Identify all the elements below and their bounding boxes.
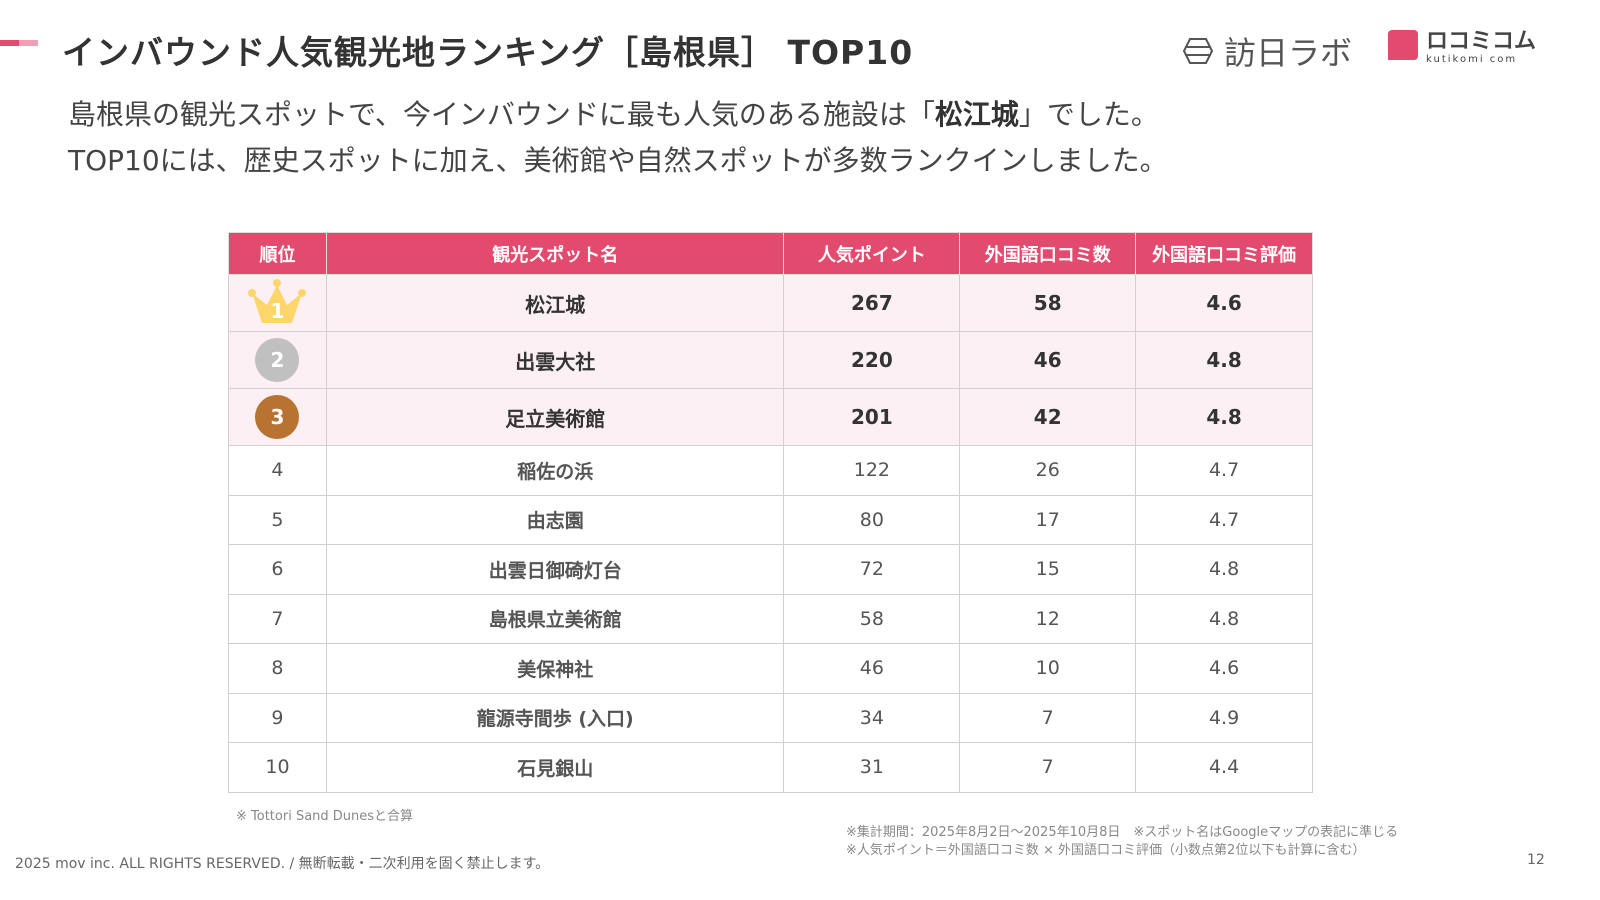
page-title: インバウンド人気観光地ランキング［島根県］ TOP10 [62, 33, 914, 72]
points: 46 [783, 643, 961, 694]
spot-name: 出雲大社 [325, 331, 785, 389]
table-row: 6 出雲日御碕灯台 72 15 4.8 [228, 544, 1313, 595]
header-points: 人気ポイント [783, 232, 961, 275]
rank-cell: 9 [228, 692, 327, 743]
rank-cell: 2 [228, 331, 327, 389]
rating: 4.6 [1135, 643, 1313, 694]
ranking-table: 順位 観光スポット名 人気ポイント 外国語口コミ数 外国語口コミ評価 1 松江城… [228, 232, 1313, 793]
lead-1c: 」でした。 [1018, 98, 1159, 131]
rank-number: 2 [270, 348, 285, 372]
points: 201 [783, 388, 961, 446]
table-row: 3 足立美術館 201 42 4.8 [228, 388, 1313, 446]
kutikomi-icon [1388, 30, 1418, 60]
logo1-text: 訪日ラボ [1224, 34, 1353, 72]
rank-number: 10 [265, 756, 290, 779]
rating: 4.4 [1135, 742, 1313, 793]
reviews: 17 [959, 494, 1137, 545]
hexagon-logo-icon [1182, 38, 1214, 64]
points: 31 [783, 742, 961, 793]
lead-1b: 松江城 [934, 98, 1019, 131]
rank-cell: 1 [228, 274, 327, 332]
header-rank: 順位 [228, 232, 327, 275]
page-number: 12 [1527, 852, 1545, 868]
rank-number: 1 [270, 298, 285, 323]
houjin-lab-logo: 訪日ラボ [1182, 28, 1352, 74]
points: 80 [783, 494, 961, 545]
reviews: 42 [959, 388, 1137, 446]
reviews: 15 [959, 544, 1137, 595]
rating: 4.8 [1135, 593, 1313, 644]
rating: 4.8 [1135, 544, 1313, 595]
points: 122 [783, 445, 961, 496]
reviews: 7 [959, 742, 1137, 793]
rank-number: 5 [271, 508, 284, 531]
copyright: 2025 mov inc. ALL RIGHTS RESERVED. / 無断転… [15, 856, 550, 872]
spot-name: 由志園 [325, 494, 785, 545]
points: 34 [783, 692, 961, 743]
footnote-1: ※集計期間：2025年8月2日〜2025年10月8日 ※スポット名はGoogle… [846, 825, 1399, 840]
rank-cell: 6 [228, 544, 327, 595]
rank-cell: 4 [228, 445, 327, 496]
spot-name: 島根県立美術館 [325, 593, 785, 644]
spot-name: 稲佐の浜 [325, 445, 785, 496]
spot-name: 松江城 [325, 274, 785, 332]
rank-cell: 8 [228, 643, 327, 694]
logo2-text: ロコミコム [1426, 29, 1537, 54]
table-row: 8 美保神社 46 10 4.6 [228, 643, 1313, 694]
rating: 4.6 [1135, 274, 1313, 332]
table-row: 2 出雲大社 220 46 4.8 [228, 331, 1313, 389]
accent-bar [0, 40, 38, 46]
reviews: 58 [959, 274, 1137, 332]
points: 267 [783, 274, 961, 332]
silver-medal-icon: 2 [255, 338, 300, 382]
rank-number: 7 [271, 607, 284, 630]
spot-name: 美保神社 [325, 643, 785, 694]
rank-cell: 3 [228, 388, 327, 446]
table-row: 9 龍源寺間歩 (入口) 34 7 4.9 [228, 692, 1313, 743]
reviews: 7 [959, 692, 1137, 743]
rank-cell: 7 [228, 593, 327, 644]
footnotes: ※集計期間：2025年8月2日〜2025年10月8日 ※スポット名はGoogle… [846, 824, 1398, 860]
rank-cell: 10 [228, 742, 327, 793]
lead-2: TOP10には、歴史スポットに加え、美術館や自然スポットが多数ランクインしました… [68, 144, 1168, 177]
spot-name: 足立美術館 [325, 388, 785, 446]
rating: 4.7 [1135, 445, 1313, 496]
table-row: 1 松江城 267 58 4.6 [228, 274, 1313, 332]
rank-cell: 5 [228, 494, 327, 545]
bronze-medal-icon: 3 [255, 395, 300, 439]
logo2-sub: kutikomi com [1426, 54, 1518, 65]
rank-number: 6 [271, 558, 284, 581]
reviews: 46 [959, 331, 1137, 389]
rating: 4.7 [1135, 494, 1313, 545]
table-row: 4 稲佐の浜 122 26 4.7 [228, 445, 1313, 496]
header-name: 観光スポット名 [325, 232, 785, 275]
points: 220 [783, 331, 961, 389]
table-row: 7 島根県立美術館 58 12 4.8 [228, 593, 1313, 644]
table-row: 10 石見銀山 31 7 4.4 [228, 742, 1313, 793]
header-rating: 外国語口コミ評価 [1135, 232, 1313, 275]
spot-name: 龍源寺間歩 (入口) [325, 692, 785, 743]
header-reviews: 外国語口コミ数 [959, 232, 1137, 275]
gold-crown-icon: 1 [246, 277, 308, 325]
lead-text: 島根県の観光スポットで、今インバウンドに最も人気のある施設は「松江城」でした。 … [68, 92, 1168, 184]
rating: 4.9 [1135, 692, 1313, 743]
table-row: 5 由志園 80 17 4.7 [228, 494, 1313, 545]
rank-number: 9 [271, 706, 284, 729]
reviews: 26 [959, 445, 1137, 496]
spot-name: 出雲日御碕灯台 [325, 544, 785, 595]
rank-number: 3 [270, 405, 285, 429]
footnote-2: ※人気ポイント＝外国語口コミ数 × 外国語口コミ評価（小数点第2位以下も計算に含… [846, 843, 1366, 858]
points: 72 [783, 544, 961, 595]
rank-number: 4 [271, 459, 284, 482]
rating: 4.8 [1135, 388, 1313, 446]
reviews: 12 [959, 593, 1137, 644]
rating: 4.8 [1135, 331, 1313, 389]
rank-number: 8 [271, 657, 284, 680]
kutikomi-logo: ロコミコム kutikomi com [1388, 30, 1536, 65]
spot-name: 石見銀山 [325, 742, 785, 793]
table-note: ※ Tottori Sand Dunesと合算 [236, 809, 414, 824]
lead-1a: 島根県の観光スポットで、今インバウンドに最も人気のある施設は「 [68, 98, 935, 131]
points: 58 [783, 593, 961, 644]
reviews: 10 [959, 643, 1137, 694]
